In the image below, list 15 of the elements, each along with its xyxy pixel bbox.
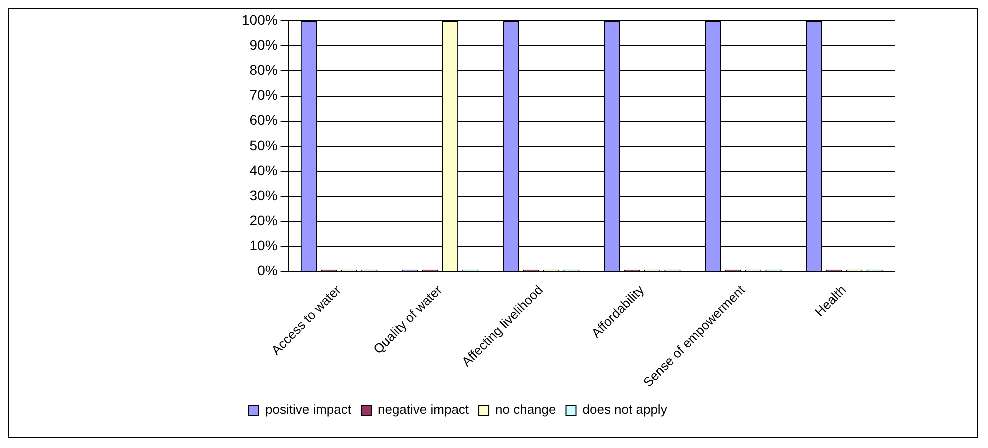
y-tick-label: 20% — [250, 212, 278, 229]
y-tick-label: 60% — [250, 112, 278, 128]
legend-label: does not apply — [582, 402, 668, 418]
y-tick-label: 80% — [250, 62, 278, 78]
y-tick-label: 0% — [258, 262, 278, 279]
legend-label: no change — [496, 402, 556, 418]
y-tick-label: 100% — [242, 12, 278, 28]
y-tick-label: 70% — [250, 87, 278, 104]
legend-label: positive impact — [266, 402, 352, 418]
y-tick-label: 90% — [250, 36, 278, 53]
y-tick-label: 30% — [250, 187, 278, 204]
y-tick-label: 10% — [250, 238, 278, 254]
y-tick-label: 50% — [250, 137, 278, 154]
legend-label: negative impact — [378, 402, 470, 418]
y-tick-label: 40% — [250, 162, 278, 178]
